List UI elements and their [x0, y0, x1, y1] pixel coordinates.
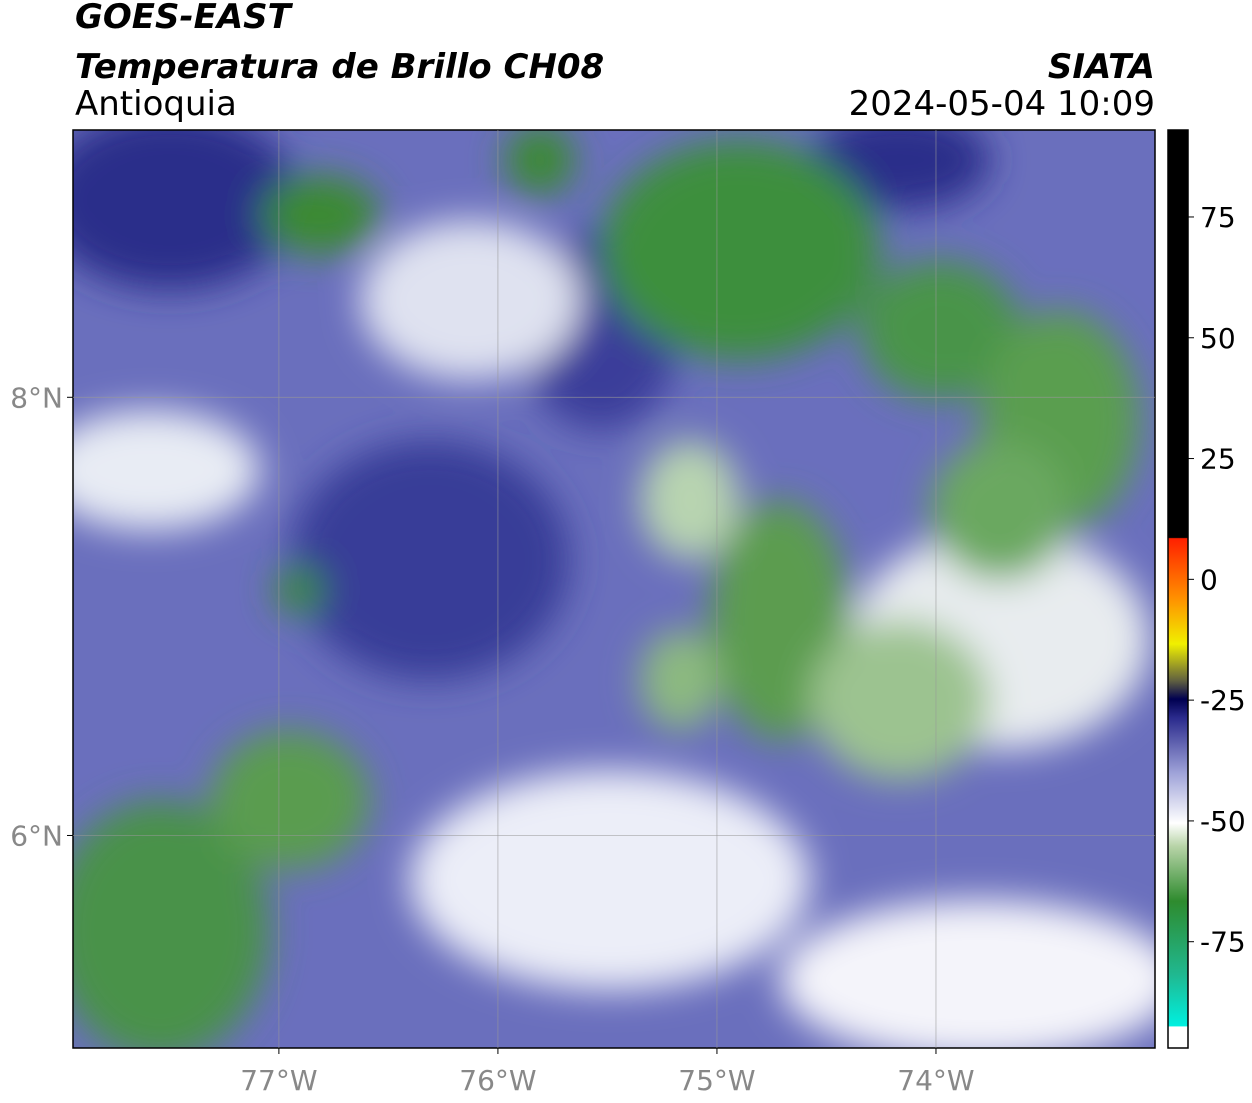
colorbar-tick-label: 75 [1200, 201, 1236, 234]
subtitle: Temperatura de Brillo CH08 [75, 47, 604, 87]
colorbar-tick-label: -50 [1200, 805, 1246, 838]
y-tick-label: 8°N [10, 381, 63, 414]
x-tick-label: 74°W [897, 1064, 974, 1097]
datetime: 2024-05-04 10:09 [849, 84, 1155, 124]
colorbar-tick-label: 25 [1200, 443, 1236, 476]
title: GOES-EAST [75, 0, 294, 37]
region: Antioquia [75, 84, 237, 124]
x-tick-label: 77°W [240, 1064, 317, 1097]
source: SIATA [1048, 47, 1155, 87]
satellite-image [73, 130, 1155, 1048]
colorbar [1167, 129, 1189, 1049]
y-tick-label: 6°N [10, 819, 63, 852]
colorbar-tick-label: -25 [1200, 684, 1246, 717]
colorbar-tick-label: 50 [1200, 322, 1236, 355]
map-frame [72, 129, 1156, 1049]
colorbar-tick-label: 0 [1200, 563, 1218, 596]
x-tick-label: 75°W [678, 1064, 755, 1097]
colorbar-tick-label: -75 [1200, 926, 1246, 959]
x-tick-label: 76°W [459, 1064, 536, 1097]
